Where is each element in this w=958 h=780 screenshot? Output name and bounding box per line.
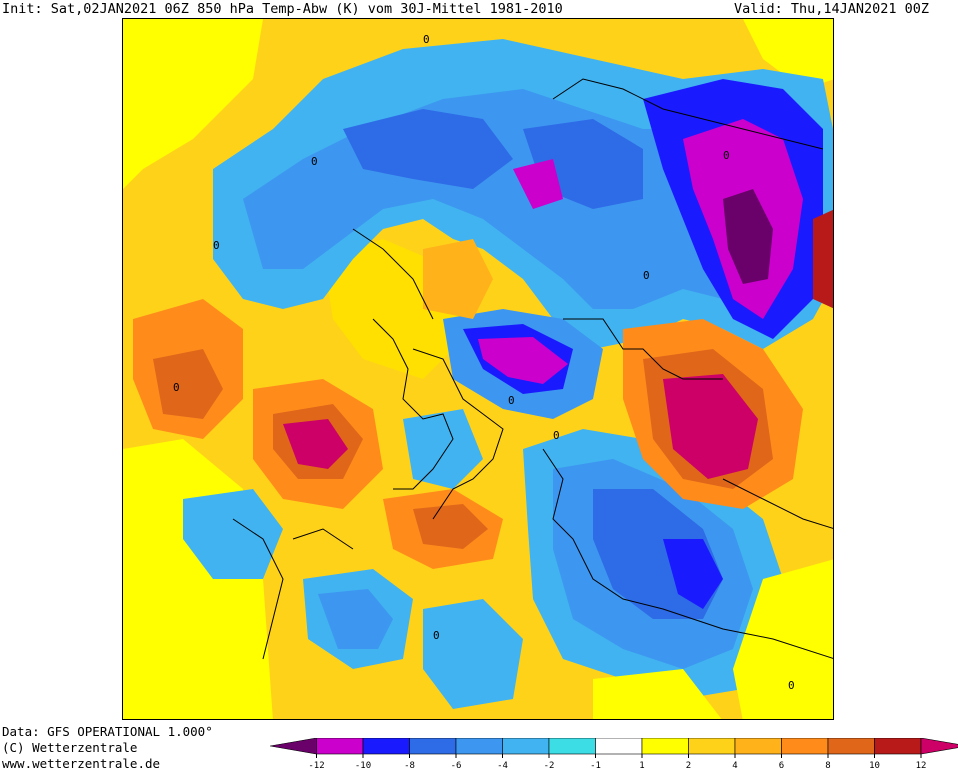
anomaly-region <box>423 239 493 319</box>
coastline <box>352 228 434 320</box>
coastline <box>542 448 833 659</box>
coastline <box>372 318 454 490</box>
contour-label: 0 <box>433 629 440 642</box>
anomaly-region <box>723 189 773 284</box>
coastline <box>552 78 824 150</box>
legend-tick-label: -4 <box>497 761 508 771</box>
anomaly-fields <box>123 19 833 719</box>
contour-labels: 0 0 0 0 0 0 0 0 0 0 <box>173 33 795 692</box>
anomaly-region <box>153 349 223 419</box>
legend-tick-label: 6 <box>779 761 784 771</box>
anomaly-region <box>663 539 723 609</box>
legend-swatch <box>409 738 457 755</box>
init-label: Init: Sat,02JAN2021 06Z 850 hPa Temp-Abw… <box>2 1 563 17</box>
legend-swatch <box>734 738 782 755</box>
anomaly-region <box>733 559 833 719</box>
anomaly-region <box>318 589 393 649</box>
legend-tick-label: -8 <box>404 761 415 771</box>
contour-label: 0 <box>553 429 560 442</box>
contour-label: 0 <box>173 381 180 394</box>
anomaly-region <box>423 599 523 709</box>
contour-label: 0 <box>643 269 650 282</box>
legend-tick-label: -2 <box>544 761 555 771</box>
legend-swatch <box>502 738 550 755</box>
coastline <box>292 528 354 550</box>
copyright-label: (C) Wetterzentrale <box>2 740 138 755</box>
anomaly-region <box>478 337 568 384</box>
legend-swatch <box>874 738 922 755</box>
legend-swatch <box>548 738 596 755</box>
coastline <box>412 348 504 520</box>
valid-label: Valid: Thu,14JAN2021 00Z <box>734 1 930 17</box>
contour-label: 0 <box>508 394 515 407</box>
legend-swatch <box>362 738 410 755</box>
legend-swatch <box>641 738 689 755</box>
data-source-label: Data: GFS OPERATIONAL 1.000° <box>2 724 213 739</box>
anomaly-region <box>183 489 283 579</box>
legend-swatch <box>827 738 875 755</box>
legend-swatch <box>920 738 958 755</box>
color-scale-legend: -12 -10 -8 -6 -4 -2 -1 1 2 4 6 8 10 12 <box>270 738 958 771</box>
temperature-anomaly-map: 0 0 0 0 0 0 0 0 0 0 <box>123 19 833 719</box>
legend-tick-label: 10 <box>869 761 880 771</box>
anomaly-region <box>283 419 348 469</box>
anomaly-region <box>663 374 758 479</box>
legend-tick-label: 8 <box>825 761 830 771</box>
anomaly-region <box>593 669 722 719</box>
contour-label: 0 <box>423 33 430 46</box>
legend-swatch <box>455 738 503 755</box>
legend-tick-label: 2 <box>686 761 691 771</box>
anomaly-region <box>813 209 833 309</box>
contour-label: 0 <box>788 679 795 692</box>
map-panel: 0 0 0 0 0 0 0 0 0 0 <box>122 18 834 720</box>
legend-tick-label: 4 <box>732 761 737 771</box>
anomaly-region <box>123 19 263 189</box>
legend-tick-label: -6 <box>451 761 462 771</box>
anomaly-region <box>743 19 833 89</box>
coastline <box>232 518 284 660</box>
anomaly-region <box>413 504 488 549</box>
anomaly-region <box>343 109 513 189</box>
contour-label: 0 <box>311 155 318 168</box>
legend-tick-label: 1 <box>639 761 644 771</box>
coastline <box>722 478 833 529</box>
legend-swatch <box>270 738 317 755</box>
legend-tick-label: -12 <box>308 761 324 771</box>
legend-tick-label: -1 <box>590 761 601 771</box>
website-link[interactable]: www.wetterzentrale.de <box>2 756 161 771</box>
legend-swatch <box>688 738 736 755</box>
coastlines <box>232 78 833 660</box>
anomaly-region <box>513 159 563 209</box>
contour-label: 0 <box>213 239 220 252</box>
coastline <box>563 318 723 380</box>
legend-tick-label: -10 <box>355 761 371 771</box>
legend-swatch <box>316 738 364 755</box>
legend-swatch <box>781 738 829 755</box>
anomaly-region <box>403 409 483 489</box>
contour-label: 0 <box>723 149 730 162</box>
legend-tick-label: 12 <box>916 761 927 771</box>
legend-swatch <box>595 738 643 755</box>
